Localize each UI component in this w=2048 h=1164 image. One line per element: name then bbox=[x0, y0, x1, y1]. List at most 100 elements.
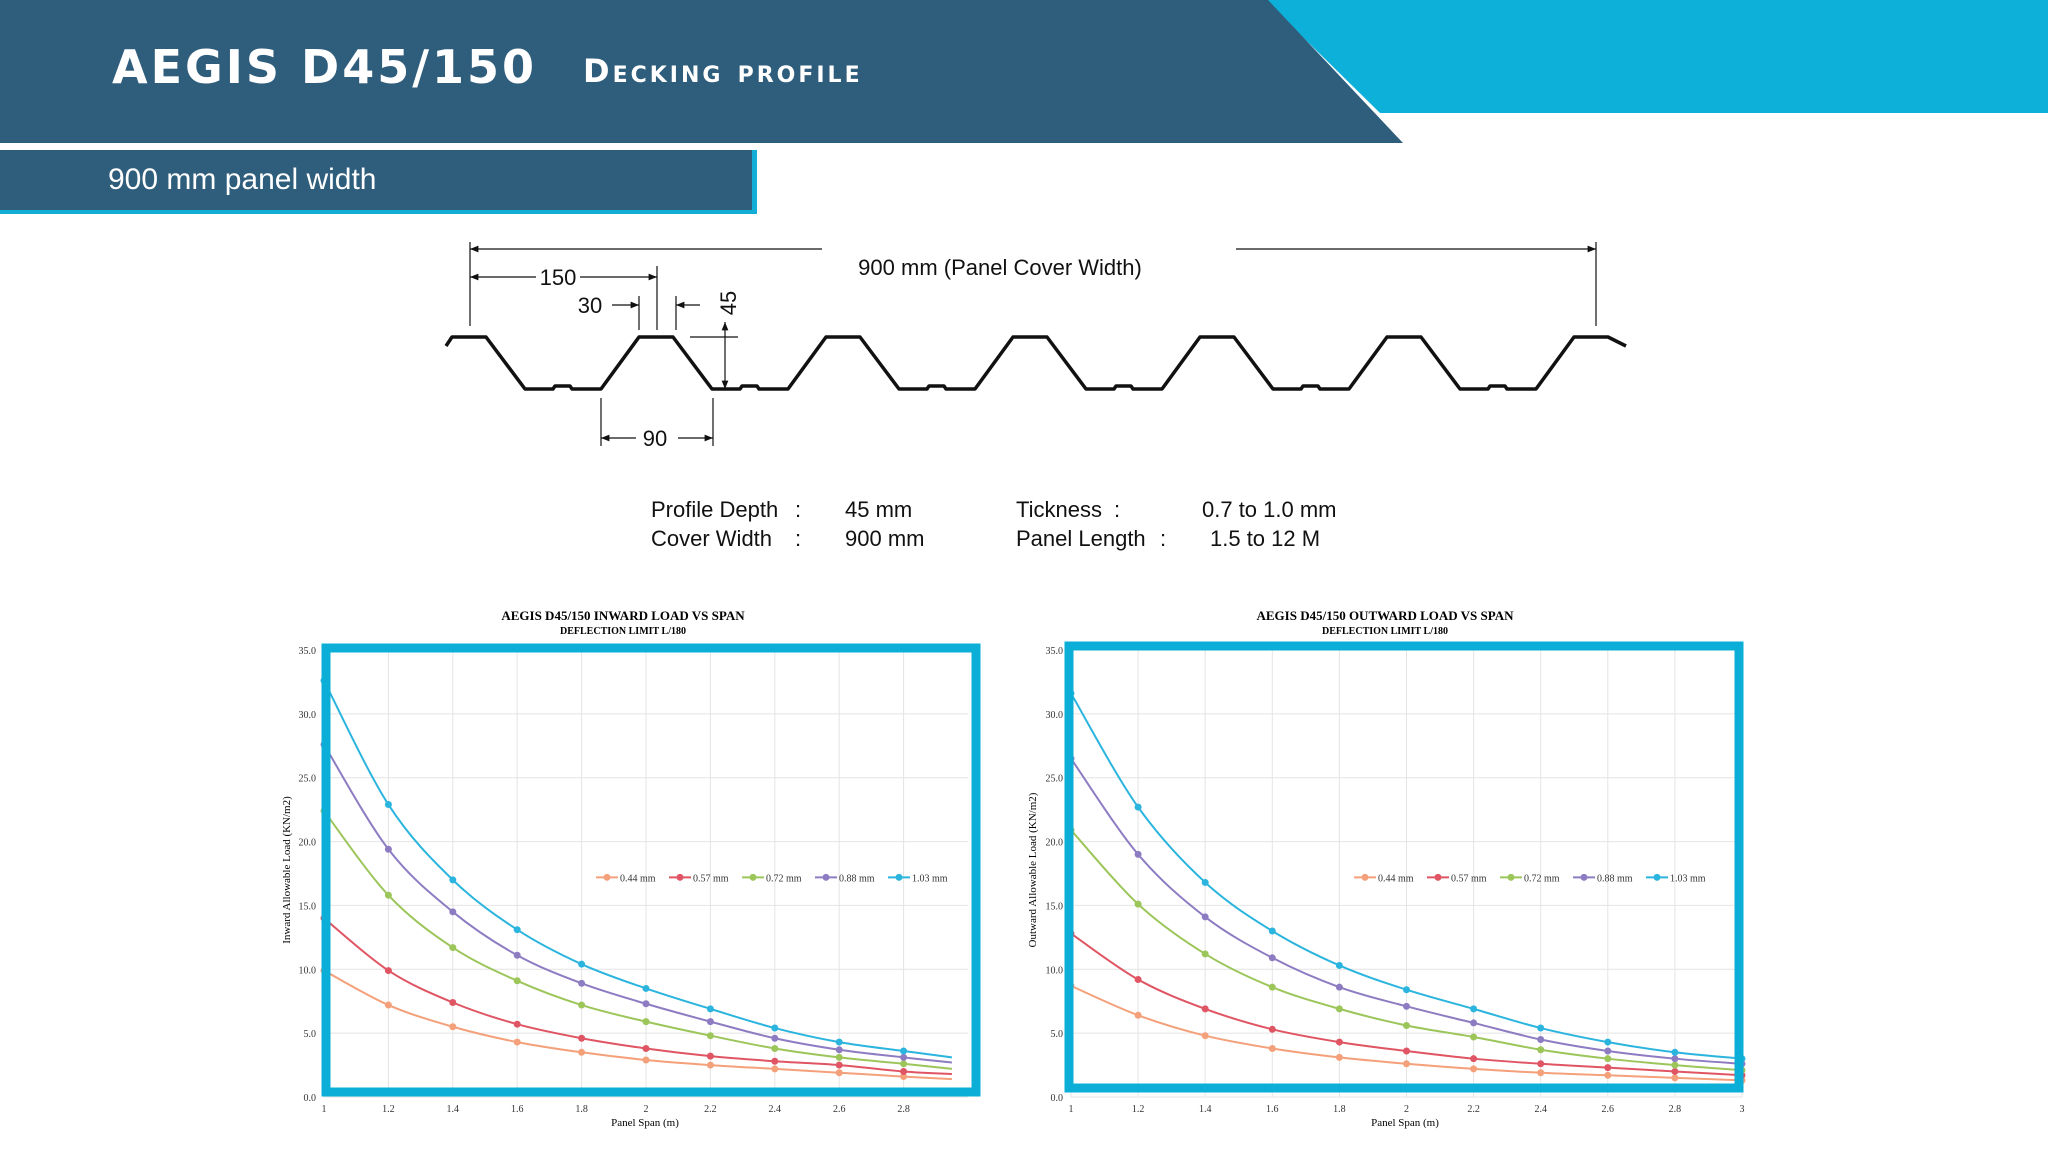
data-point bbox=[449, 908, 457, 916]
data-point bbox=[578, 960, 586, 968]
pitch-label: 150 bbox=[540, 265, 577, 290]
data-point bbox=[1201, 1032, 1209, 1040]
y-tick-label: 10.0 bbox=[299, 965, 317, 976]
series-line-0.72mm bbox=[323, 810, 953, 1070]
data-point bbox=[1268, 927, 1276, 935]
data-point bbox=[578, 1034, 586, 1042]
x-tick-label: 2.4 bbox=[769, 1104, 782, 1115]
data-point bbox=[1268, 1025, 1276, 1033]
page-subtitle: Decking profile bbox=[583, 52, 863, 90]
deck-profile-shape bbox=[444, 335, 1627, 391]
x-tick-label: 1 bbox=[1069, 1104, 1074, 1115]
chart-subtitle: DEFLECTION LIMIT L/180 bbox=[560, 626, 686, 637]
x-tick-label: 1.4 bbox=[1199, 1104, 1212, 1115]
x-axis-label: Panel Span (m) bbox=[611, 1117, 679, 1129]
data-point bbox=[771, 1034, 779, 1042]
data-point bbox=[771, 1044, 779, 1052]
separator: : bbox=[1114, 497, 1121, 522]
x-tick-label: 2.8 bbox=[1669, 1104, 1682, 1115]
series-line-1.03mm bbox=[323, 680, 953, 1059]
bottom-width-label: 90 bbox=[643, 426, 667, 451]
top-width-label: 30 bbox=[578, 293, 602, 318]
data-point bbox=[835, 1053, 843, 1061]
series-line-0.72mm bbox=[1070, 829, 1743, 1072]
data-point bbox=[578, 979, 586, 987]
data-point bbox=[1470, 1033, 1478, 1041]
data-point bbox=[449, 944, 457, 952]
data-point bbox=[835, 1061, 843, 1069]
data-point bbox=[1268, 1044, 1276, 1052]
x-tick-label: 1.6 bbox=[1266, 1104, 1279, 1115]
depth-label: 45 bbox=[716, 291, 741, 315]
data-point bbox=[771, 1024, 779, 1032]
x-tick-label: 2.6 bbox=[1602, 1104, 1615, 1115]
x-tick-label: 2.2 bbox=[704, 1104, 717, 1115]
thickness-label: Tickness bbox=[1016, 497, 1102, 522]
data-point bbox=[706, 1032, 714, 1040]
data-point bbox=[706, 1061, 714, 1069]
data-point bbox=[513, 926, 521, 934]
legend-marker bbox=[603, 873, 611, 881]
data-point bbox=[384, 845, 392, 853]
data-point bbox=[1201, 913, 1209, 921]
data-point bbox=[1604, 1055, 1612, 1063]
profile-drawing: 900 mm (Panel Cover Width) 150 30 45 90 bbox=[444, 242, 1627, 451]
page-title: AEGIS D45/150 bbox=[112, 40, 538, 94]
y-tick-label: 35.0 bbox=[1046, 646, 1064, 657]
data-point bbox=[1268, 954, 1276, 962]
data-point bbox=[384, 1001, 392, 1009]
x-tick-label: 1.2 bbox=[1132, 1104, 1145, 1115]
chart-title: AEGIS D45/150 OUTWARD LOAD VS SPAN bbox=[1256, 608, 1514, 623]
data-point bbox=[1604, 1038, 1612, 1046]
panel-length-value: 1.5 to 12 M bbox=[1210, 526, 1321, 551]
data-point bbox=[1470, 1065, 1478, 1073]
data-point bbox=[1134, 803, 1142, 811]
data-point bbox=[706, 1052, 714, 1060]
y-axis-label: Outward Allowable Load (KN/m2) bbox=[1027, 792, 1039, 947]
data-point bbox=[1403, 1060, 1410, 1068]
legend-label: 1.03 mm bbox=[912, 873, 948, 884]
profile-depth-value: 45 mm bbox=[845, 497, 913, 522]
cover-width-label: 900 mm (Panel Cover Width) bbox=[858, 255, 1142, 280]
legend-label: 0.88 mm bbox=[839, 873, 875, 884]
data-point bbox=[449, 876, 457, 884]
data-point bbox=[513, 1020, 521, 1028]
x-tick-label: 1 bbox=[322, 1104, 327, 1115]
data-point bbox=[900, 1073, 908, 1081]
data-point bbox=[449, 998, 457, 1006]
data-point bbox=[900, 1067, 908, 1075]
header-accent bbox=[1265, 0, 2048, 113]
data-point bbox=[1134, 850, 1142, 858]
legend-marker bbox=[1653, 873, 1661, 881]
data-point bbox=[578, 1048, 586, 1056]
y-tick-label: 15.0 bbox=[299, 901, 317, 912]
y-tick-label: 25.0 bbox=[1046, 774, 1064, 785]
legend-marker bbox=[1580, 873, 1588, 881]
series-line-0.88mm bbox=[1070, 757, 1743, 1065]
chart-subtitle: DEFLECTION LIMIT L/180 bbox=[1322, 626, 1448, 637]
data-point bbox=[900, 1060, 908, 1068]
x-tick-label: 1.8 bbox=[575, 1104, 588, 1115]
x-axis-label: Panel Span (m) bbox=[1371, 1117, 1439, 1129]
legend-label: 0.57 mm bbox=[693, 873, 729, 884]
data-point bbox=[1134, 900, 1142, 908]
y-tick-label: 25.0 bbox=[299, 774, 317, 785]
data-point bbox=[1537, 1024, 1545, 1032]
data-point bbox=[513, 1038, 521, 1046]
data-point bbox=[1671, 1048, 1679, 1056]
data-point bbox=[1403, 1002, 1410, 1010]
legend-label: 0.88 mm bbox=[1597, 873, 1633, 884]
panel-width-label: 900 mm panel width bbox=[108, 163, 377, 196]
y-axis-label: Inward Allowable Load (KN/m2) bbox=[281, 796, 293, 944]
data-point bbox=[578, 1001, 586, 1009]
data-point bbox=[1671, 1061, 1679, 1069]
data-point bbox=[1403, 1021, 1410, 1029]
data-point bbox=[706, 1005, 714, 1013]
data-point bbox=[1604, 1047, 1612, 1055]
separator: : bbox=[1160, 526, 1167, 551]
data-point bbox=[1268, 983, 1276, 991]
data-point bbox=[384, 891, 392, 899]
data-point bbox=[384, 801, 392, 809]
